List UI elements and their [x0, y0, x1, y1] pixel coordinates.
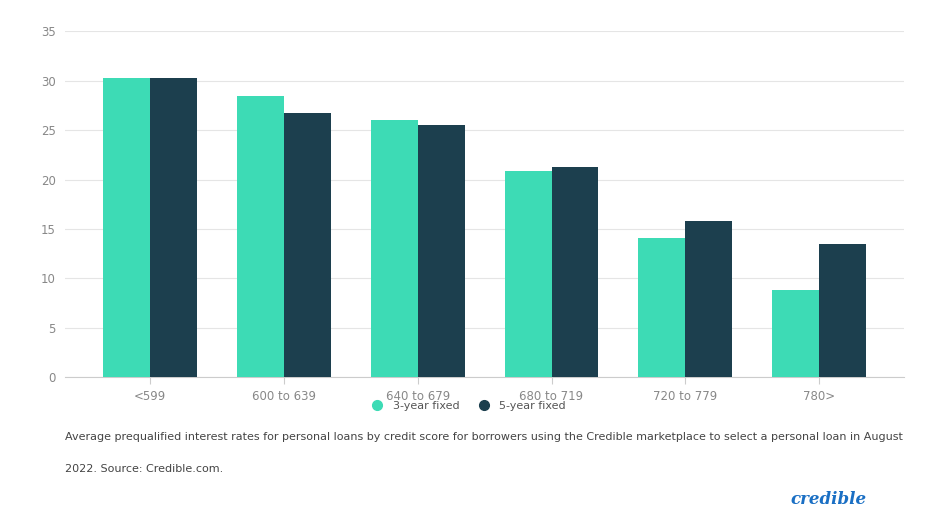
Bar — [552, 167, 598, 377]
Legend: 3-year fixed, 5-year fixed: 3-year fixed, 5-year fixed — [362, 397, 570, 416]
Bar — [237, 96, 284, 377]
Text: credible: credible — [790, 492, 867, 508]
Bar — [773, 290, 819, 377]
Bar — [150, 78, 197, 377]
Bar — [685, 221, 733, 377]
Bar — [819, 244, 866, 377]
Bar — [103, 78, 150, 377]
Bar — [418, 125, 464, 377]
Bar — [284, 114, 331, 377]
Bar — [638, 238, 685, 377]
Text: Average prequalified interest rates for personal loans by credit score for borro: Average prequalified interest rates for … — [65, 432, 903, 442]
Bar — [371, 121, 418, 377]
Bar — [505, 171, 552, 377]
Text: 2022. Source: Credible.com.: 2022. Source: Credible.com. — [65, 464, 224, 474]
